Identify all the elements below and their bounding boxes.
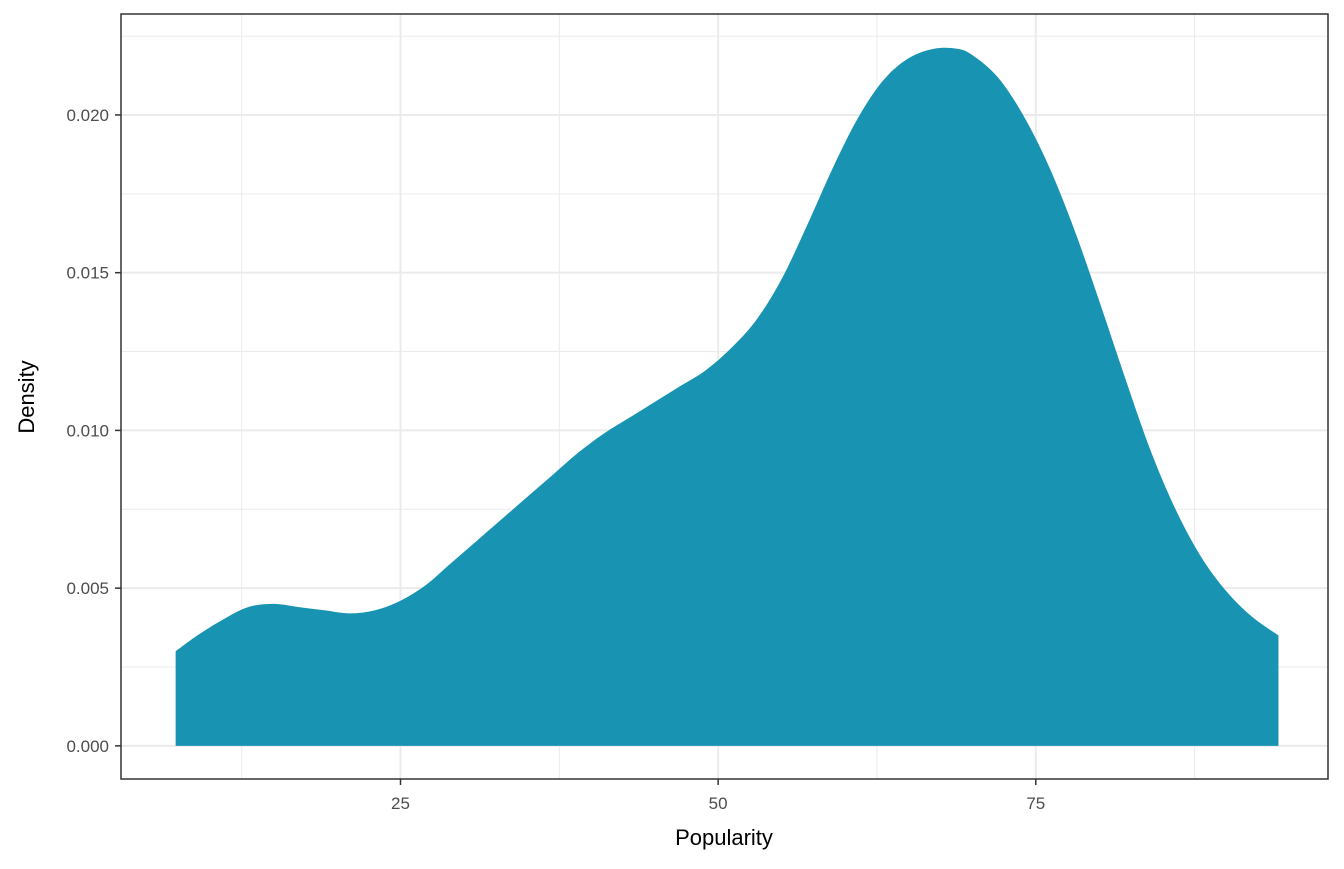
panel-border [120, 13, 1329, 780]
y-axis-title: Density [14, 360, 39, 433]
y-tick-label: 0.010 [66, 421, 109, 440]
x-axis-title: Popularity [675, 825, 773, 850]
y-axis: 0.000 0.005 0.010 0.015 0.020 [66, 106, 121, 756]
x-axis: 25 50 75 [391, 779, 1045, 813]
x-tick-label: 75 [1026, 794, 1045, 813]
x-tick-label: 50 [709, 794, 728, 813]
density-area [175, 47, 1279, 746]
y-tick-label: 0.000 [66, 737, 109, 756]
area-layer [175, 47, 1279, 746]
y-tick-label: 0.015 [66, 264, 109, 283]
y-tick-label: 0.020 [66, 106, 109, 125]
x-tick-label: 25 [391, 794, 410, 813]
y-tick-label: 0.005 [66, 579, 109, 598]
